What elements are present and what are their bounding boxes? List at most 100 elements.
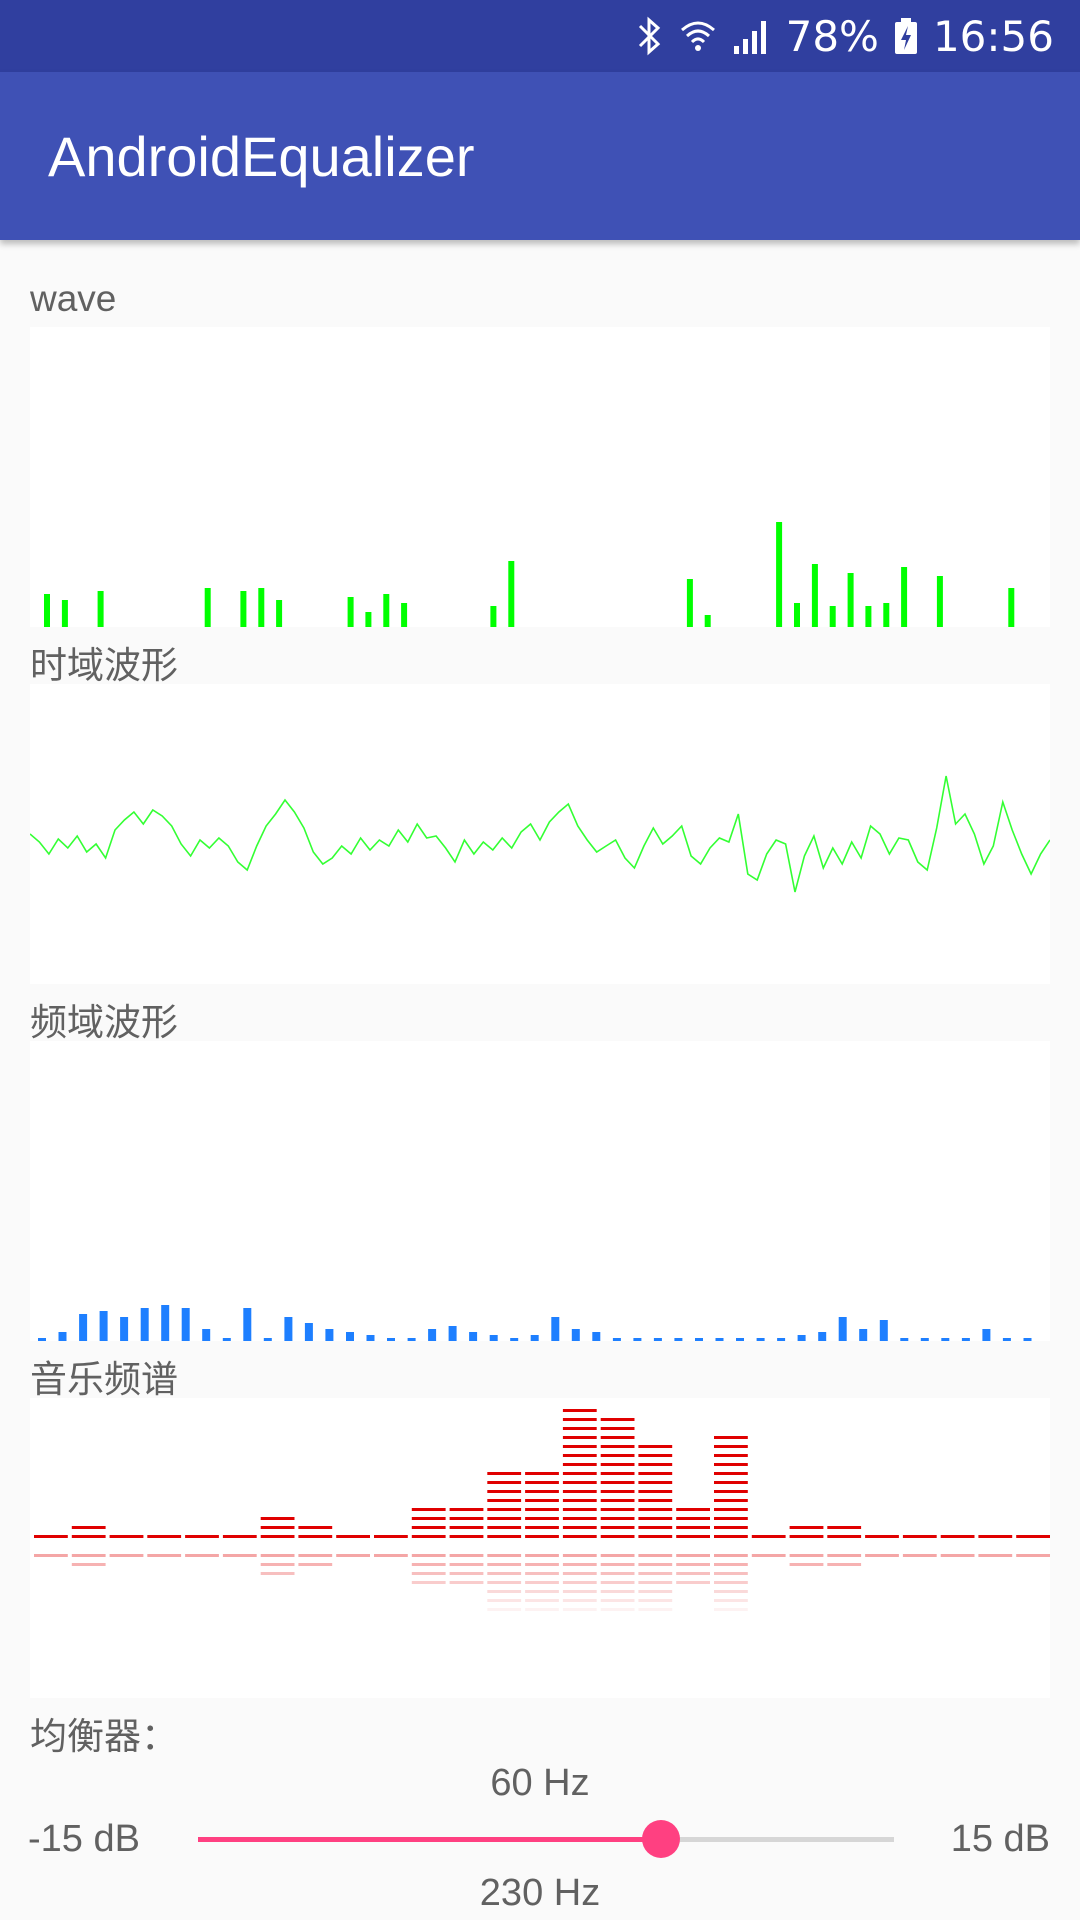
freq-bar bbox=[818, 1332, 827, 1341]
slider-thumb[interactable] bbox=[641, 1820, 680, 1858]
freq-bar bbox=[99, 1311, 108, 1341]
freq-bar bbox=[1023, 1338, 1032, 1341]
wave-bar bbox=[44, 594, 50, 627]
band-min-label: -15 dB bbox=[28, 1818, 140, 1860]
freq-bar bbox=[859, 1329, 868, 1341]
wave-visualizer bbox=[44, 522, 1015, 627]
slider-fill bbox=[198, 1837, 661, 1842]
wave-bar bbox=[1008, 588, 1015, 627]
spectrum-bar bbox=[562, 1409, 597, 1611]
signal-icon bbox=[732, 16, 772, 56]
freq-bar bbox=[736, 1338, 744, 1341]
wave-bar bbox=[794, 603, 800, 627]
wave-bar bbox=[383, 594, 390, 627]
freq-bar bbox=[633, 1338, 642, 1341]
freq-bar bbox=[695, 1338, 703, 1341]
wave-bar bbox=[490, 606, 497, 627]
band-max-label: 15 dB bbox=[950, 1818, 1050, 1860]
freq-bar bbox=[243, 1308, 252, 1341]
freq-bar bbox=[469, 1332, 478, 1341]
freq-bar bbox=[222, 1338, 231, 1341]
freq-bar bbox=[202, 1329, 211, 1341]
spectrum-bar bbox=[525, 1472, 559, 1611]
spectrum-bar bbox=[902, 1535, 937, 1557]
wave-bar bbox=[811, 564, 818, 627]
freq-bar bbox=[120, 1317, 129, 1341]
spectrum-bar bbox=[865, 1535, 899, 1557]
freq-bar bbox=[387, 1338, 395, 1341]
status-bar: 78% 16:56 bbox=[0, 0, 1080, 72]
spectrum-bar bbox=[71, 1526, 106, 1566]
wave-bar bbox=[508, 561, 515, 627]
freq-bar bbox=[777, 1338, 786, 1341]
wave-bar bbox=[204, 588, 211, 627]
wave-bar bbox=[883, 603, 890, 627]
freq-bar bbox=[79, 1314, 88, 1341]
wave-bar bbox=[401, 603, 408, 627]
spectrum-bar bbox=[600, 1418, 635, 1611]
spectrum-bar bbox=[185, 1535, 219, 1557]
wave-label: wave bbox=[30, 278, 117, 319]
wave-bar bbox=[865, 606, 872, 627]
spectrum-bar bbox=[1016, 1535, 1050, 1557]
freq-bar bbox=[551, 1317, 560, 1341]
freq-bar bbox=[920, 1338, 929, 1341]
spectrum-bar bbox=[487, 1472, 522, 1611]
freq-bar bbox=[756, 1338, 765, 1341]
freq-domain-label: 频域波形 bbox=[30, 1002, 178, 1043]
freq-bar bbox=[961, 1338, 970, 1341]
wave-bar bbox=[936, 576, 943, 627]
freq-domain-visualizer bbox=[38, 1305, 1032, 1341]
equalizer-label: 均衡器： bbox=[30, 1716, 178, 1757]
freq-bar bbox=[489, 1335, 498, 1341]
wave-bar bbox=[240, 591, 247, 627]
wave-bar bbox=[686, 579, 693, 627]
freq-bar bbox=[1002, 1338, 1011, 1341]
spectrum-label: 音乐频谱 bbox=[30, 1359, 178, 1400]
spectrum-bar bbox=[34, 1535, 68, 1557]
battery-charging-icon bbox=[893, 16, 919, 56]
freq-bar bbox=[346, 1332, 354, 1341]
freq-bar bbox=[38, 1338, 46, 1341]
spectrum-bar bbox=[411, 1508, 446, 1584]
freq-bar bbox=[325, 1329, 334, 1341]
freq-bar bbox=[304, 1323, 313, 1341]
freq-bar bbox=[571, 1329, 580, 1341]
spectrum-bar bbox=[676, 1508, 710, 1584]
wave-bar bbox=[776, 522, 783, 627]
spectrum-bar bbox=[147, 1535, 182, 1557]
freq-bar bbox=[58, 1332, 67, 1341]
time-domain-label: 时域波形 bbox=[30, 645, 178, 686]
spectrum-bar bbox=[298, 1526, 333, 1566]
spectrum-bar bbox=[260, 1517, 295, 1575]
freq-bar bbox=[715, 1338, 724, 1341]
freq-bar bbox=[900, 1338, 909, 1341]
freq-bar bbox=[140, 1308, 149, 1341]
spectrum-bar bbox=[940, 1535, 975, 1557]
freq-bar bbox=[263, 1338, 272, 1341]
wave-bar bbox=[258, 588, 265, 627]
spectrum-visualizer bbox=[34, 1409, 1050, 1611]
wifi-icon bbox=[678, 16, 718, 56]
time-domain-visualizer bbox=[30, 775, 1050, 893]
wave-bar bbox=[347, 597, 354, 627]
time-domain-panel bbox=[30, 684, 1050, 984]
freq-bar bbox=[797, 1335, 806, 1341]
freq-bar bbox=[941, 1338, 950, 1341]
freq-bar bbox=[181, 1308, 190, 1341]
freq-bar bbox=[530, 1335, 539, 1341]
wave-bar bbox=[276, 600, 283, 627]
wave-bar bbox=[704, 615, 711, 627]
freq-bar bbox=[653, 1338, 662, 1341]
app-title: AndroidEqualizer bbox=[48, 125, 475, 188]
freq-bar bbox=[879, 1320, 888, 1341]
freq-bar bbox=[284, 1317, 293, 1341]
spectrum-bar bbox=[222, 1535, 257, 1557]
band-slider[interactable] bbox=[198, 1809, 894, 1869]
battery-percent: 78% bbox=[785, 11, 879, 61]
wave-bar bbox=[901, 567, 908, 627]
spectrum-panel bbox=[30, 1398, 1050, 1698]
freq-domain-panel bbox=[30, 1041, 1050, 1341]
freq-bar bbox=[448, 1326, 457, 1341]
freq-bar bbox=[982, 1329, 991, 1341]
